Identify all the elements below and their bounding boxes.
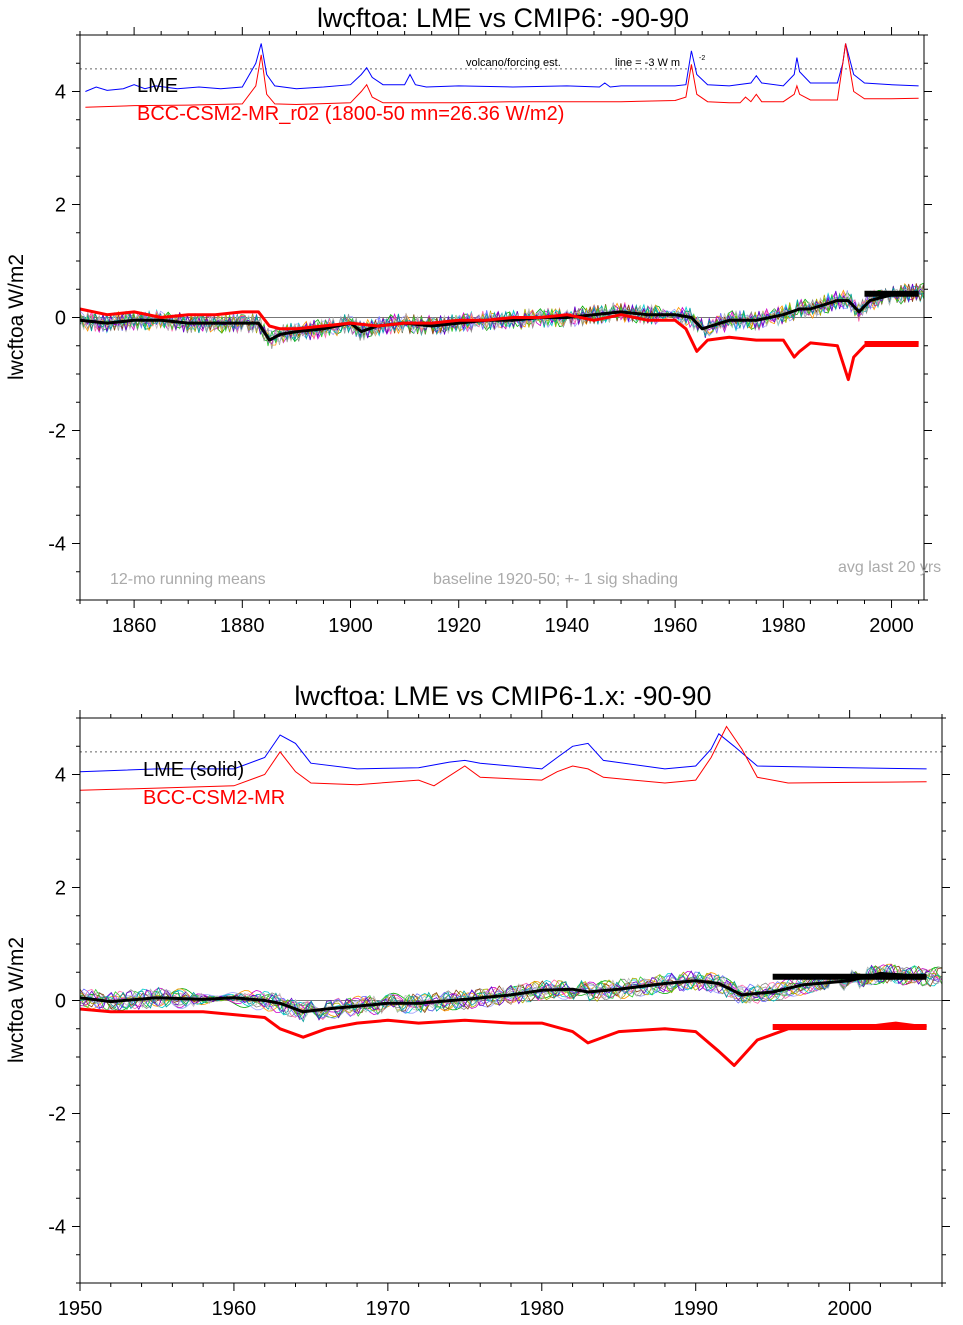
panel-1-xtick-label-1940: 1940	[545, 615, 590, 637]
panel-1-xtick-label-1880: 1880	[220, 615, 265, 637]
panel-1-annotation-baseline: baseline 1920-50; +- 1 sig shading	[433, 571, 678, 588]
panel-2-y-tick-labels: -4 -2 0 2 4	[48, 765, 66, 1239]
panel-1-ytick-label-neg2: -2	[48, 421, 66, 443]
panel-1-plot-area	[72, 27, 932, 608]
panel-1-annotation-volcano: volcano/forcing est.	[466, 57, 561, 69]
panel-2-xtick-label-1990: 1990	[673, 1298, 718, 1320]
panel-2-ytick-label-neg4: -4	[48, 1217, 66, 1239]
panel-1-forcing-line-lme	[85, 43, 919, 92]
panel-2-x-tick-labels: 1950 1960 1970 1980 1990 2000	[58, 1298, 872, 1320]
panel-2-series-line-bcc	[79, 1007, 927, 1067]
panel-2-forcing-line-bcc	[79, 725, 927, 791]
panel-2-ytick-label-0: 0	[55, 991, 66, 1013]
panel-1-ylabel: lwcftoa W/m2	[5, 254, 28, 380]
panel-1-annotation-line: line = -3 W m	[615, 57, 680, 69]
panel-1-ensemble-member-line	[79, 287, 925, 345]
panel-2-xtick-label-1980: 1980	[520, 1298, 565, 1320]
panel-1-title: lwcftoa: LME vs CMIP6: -90-90	[317, 3, 689, 33]
panel-1-xtick-label-1980: 1980	[761, 615, 806, 637]
panel-1-ytick-label-2: 2	[55, 195, 66, 217]
panel-1-legend-bcc: BCC-CSM2-MR_r02 (1800-50 mn=26.36 W/m2)	[137, 103, 564, 125]
panel-2-ytick-label-4: 4	[55, 765, 66, 787]
panel-2-legend-lme: LME (solid)	[143, 759, 244, 781]
panel-2-xtick-label-2000: 2000	[827, 1298, 872, 1320]
panel-1-annotation-running: 12-mo running means	[110, 571, 266, 588]
panel-1-forcing-line-bcc	[85, 43, 919, 108]
panel-1-xtick-label-1860: 1860	[112, 615, 157, 637]
panel-2-xtick-label-1960: 1960	[212, 1298, 257, 1320]
panel-2-ytick-label-2: 2	[55, 878, 66, 900]
panel-1-xtick-label-1960: 1960	[653, 615, 698, 637]
panel-1-ytick-label-4: 4	[55, 82, 66, 104]
panel-2-ylabel: lwcftoa W/m2	[5, 937, 28, 1063]
panel-1-legend-lme: LME	[137, 75, 178, 97]
panel-1-annotation-superscript: -2	[699, 55, 705, 62]
panel-1: lwcftoa: LME vs CMIP6: -90-90 lwcftoa W/…	[5, 3, 941, 637]
panel-1-y-tick-labels: -4 -2 0 2 4	[48, 82, 66, 556]
panel-1-annotation-avg: avg last 20 yrs	[838, 559, 941, 576]
panel-2-title: lwcftoa: LME vs CMIP6-1.x: -90-90	[294, 681, 711, 711]
panel-2-ensemble-member-line	[79, 965, 943, 1019]
panel-2-ytick-label-neg2: -2	[48, 1104, 66, 1126]
panel-1-xtick-label-2000: 2000	[869, 615, 914, 637]
panel-1-x-tick-labels: 1860 1880 1900 1920 1940 1960 1980 2000	[112, 615, 914, 637]
panel-1-ytick-label-neg4: -4	[48, 534, 66, 556]
panel-2-legend-bcc: BCC-CSM2-MR	[143, 787, 285, 809]
panel-2-xtick-label-1950: 1950	[58, 1298, 103, 1320]
panel-1-ensemble-member-line	[79, 284, 925, 342]
panel-2-series-line-lme	[79, 971, 927, 1014]
panel-1-xtick-label-1900: 1900	[328, 615, 373, 637]
panel-1-xtick-label-1920: 1920	[436, 615, 481, 637]
panel-1-ytick-label-0: 0	[55, 308, 66, 330]
panel-2-forcing-line-lme	[79, 733, 927, 773]
panel-2-plot-area	[72, 710, 950, 1291]
panel-1-series-line-bcc	[79, 307, 919, 382]
panel-1-series-line-lme	[79, 290, 919, 342]
panel-2: lwcftoa: LME vs CMIP6-1.x: -90-90 lwcfto…	[5, 681, 950, 1320]
panel-2-xtick-label-1970: 1970	[366, 1298, 411, 1320]
